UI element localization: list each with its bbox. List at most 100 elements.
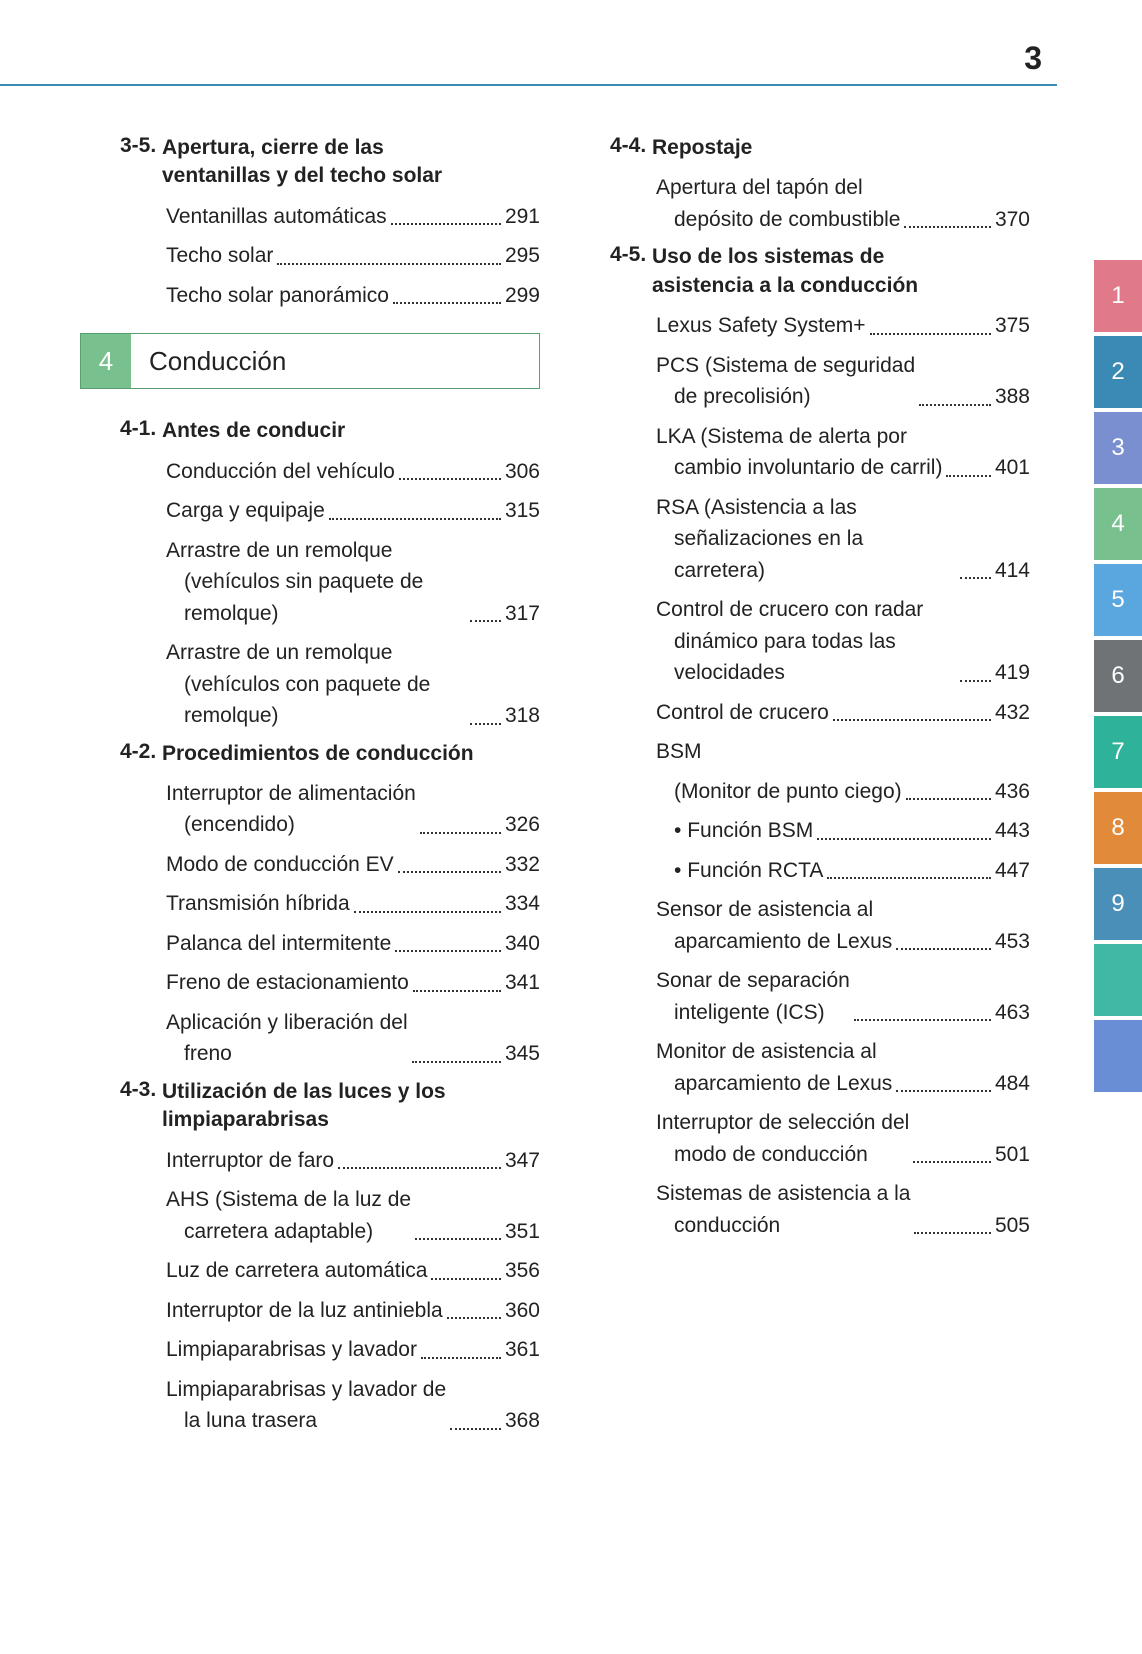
- toc-entry[interactable]: (Monitor de punto ciego)436: [656, 776, 1030, 808]
- entry-label: Función RCTA: [656, 855, 823, 887]
- page-number: 3: [1024, 40, 1042, 77]
- section-number: 4-5.: [610, 243, 652, 267]
- toc-entry[interactable]: Luz de carretera automática356: [166, 1255, 540, 1287]
- toc-entry[interactable]: Arrastre de un remolque(vehículos sin pa…: [166, 535, 540, 630]
- toc-entry[interactable]: AHS (Sistema de la luz decarretera adapt…: [166, 1184, 540, 1247]
- entry-page: 326: [505, 809, 540, 841]
- toc-entry[interactable]: Control de crucero con radardinámico par…: [656, 594, 1030, 689]
- leader-dots: [904, 226, 990, 228]
- leader-dots: [431, 1278, 500, 1280]
- entry-label: Carga y equipaje: [166, 495, 325, 527]
- entry-continuation: (vehículos sin paquete de remolque): [166, 566, 466, 629]
- toc-entry[interactable]: Transmisión híbrida334: [166, 888, 540, 920]
- toc-entry[interactable]: Sistemas de asistencia a laconducción505: [656, 1178, 1030, 1241]
- toc-entry[interactable]: Control de crucero432: [656, 697, 1030, 729]
- entry-page: 388: [995, 381, 1030, 413]
- toc-content: 3-5.Apertura, cierre de las ventanillas …: [80, 128, 1030, 1445]
- toc-entry[interactable]: Modo de conducción EV332: [166, 849, 540, 881]
- toc-entry[interactable]: LKA (Sistema de alerta porcambio involun…: [656, 421, 1030, 484]
- entry-page: 370: [995, 204, 1030, 236]
- toc-entry[interactable]: Conducción del vehículo 306: [166, 456, 540, 488]
- leader-dots: [914, 1232, 990, 1234]
- chapter-box: 4Conducción: [80, 333, 540, 389]
- entry-page: 401: [995, 452, 1030, 484]
- leader-dots: [870, 333, 991, 335]
- entry-page: 295: [505, 240, 540, 272]
- top-rule: [0, 84, 1057, 86]
- side-tab[interactable]: 5: [1094, 564, 1142, 636]
- section-title: Apertura, cierre de las ventanillas y de…: [162, 134, 492, 191]
- toc-entry[interactable]: Apertura del tapón deldepósito de combus…: [656, 172, 1030, 235]
- toc-entry[interactable]: RSA (Asistencia a lasseñalizaciones en l…: [656, 492, 1030, 587]
- side-tab[interactable]: 1: [1094, 260, 1142, 332]
- toc-entry[interactable]: Sonar de separacióninteligente (ICS)463: [656, 965, 1030, 1028]
- side-tab[interactable]: 2: [1094, 336, 1142, 408]
- leader-dots: [854, 1019, 991, 1021]
- entry-label: PCS (Sistema de seguridadde precolisión): [656, 350, 915, 413]
- side-tab[interactable]: [1094, 944, 1142, 1016]
- toc-entry[interactable]: Techo solar panorámico299: [166, 280, 540, 312]
- toc-entry[interactable]: Función BSM 443: [656, 815, 1030, 847]
- toc-text: BSM: [656, 736, 1030, 768]
- section-number: 4-3.: [120, 1078, 162, 1102]
- toc-entry[interactable]: Arrastre de un remolque(vehículos con pa…: [166, 637, 540, 732]
- entry-label: Función BSM: [656, 815, 813, 847]
- side-tab[interactable]: 8: [1094, 792, 1142, 864]
- toc-entry[interactable]: Ventanillas automáticas291: [166, 201, 540, 233]
- section-header: 4-4.Repostaje: [610, 134, 1030, 162]
- section-title: Uso de los sistemas de asistencia a la c…: [652, 243, 982, 300]
- section-title: Procedimientos de conducción: [162, 740, 492, 768]
- toc-entry[interactable]: Interruptor de selección delmodo de cond…: [656, 1107, 1030, 1170]
- toc-entry[interactable]: Sensor de asistencia alaparcamiento de L…: [656, 894, 1030, 957]
- entry-continuation: (vehículos con paquete de remolque): [166, 669, 466, 732]
- section-header: 4-2.Procedimientos de conducción: [120, 740, 540, 768]
- toc-entry[interactable]: Limpiaparabrisas y lavador361: [166, 1334, 540, 1366]
- side-tab[interactable]: 6: [1094, 640, 1142, 712]
- entry-page: 306: [505, 456, 540, 488]
- toc-entry[interactable]: PCS (Sistema de seguridadde precolisión)…: [656, 350, 1030, 413]
- side-tab[interactable]: 7: [1094, 716, 1142, 788]
- toc-entry[interactable]: Techo solar295: [166, 240, 540, 272]
- entry-continuation: carretera adaptable): [166, 1216, 411, 1248]
- entry-page: 334: [505, 888, 540, 920]
- entry-label: Conducción del vehículo: [166, 456, 395, 488]
- entry-page: 443: [995, 815, 1030, 847]
- toc-entry[interactable]: Interruptor de la luz antiniebla360: [166, 1295, 540, 1327]
- leader-dots: [833, 719, 991, 721]
- entry-label: Apertura del tapón deldepósito de combus…: [656, 172, 900, 235]
- section-number: 4-2.: [120, 740, 162, 764]
- entry-label: Arrastre de un remolque(vehículos con pa…: [166, 637, 466, 732]
- side-tabs: 123456789: [1094, 260, 1142, 1096]
- toc-entry[interactable]: Interruptor de faro347: [166, 1145, 540, 1177]
- entry-label: Sonar de separacióninteligente (ICS): [656, 965, 850, 1028]
- section-header: 4-1.Antes de conducir: [120, 417, 540, 445]
- toc-entry[interactable]: Freno de estacionamiento341: [166, 967, 540, 999]
- entry-label: Monitor de asistencia alaparcamiento de …: [656, 1036, 892, 1099]
- toc-entry[interactable]: Función RCTA447: [656, 855, 1030, 887]
- toc-entry[interactable]: Limpiaparabrisas y lavador dela luna tra…: [166, 1374, 540, 1437]
- entry-page: 419: [995, 657, 1030, 689]
- side-tab[interactable]: 9: [1094, 868, 1142, 940]
- side-tab[interactable]: 3: [1094, 412, 1142, 484]
- entry-page: 505: [995, 1210, 1030, 1242]
- entry-continuation: freno: [166, 1038, 408, 1070]
- toc-entry[interactable]: Monitor de asistencia alaparcamiento de …: [656, 1036, 1030, 1099]
- section-number: 3-5.: [120, 134, 162, 158]
- toc-entry[interactable]: Carga y equipaje315: [166, 495, 540, 527]
- leader-dots: [913, 1161, 991, 1163]
- section-number: 4-4.: [610, 134, 652, 158]
- entry-page: 291: [505, 201, 540, 233]
- entry-page: 501: [995, 1139, 1030, 1171]
- toc-entry[interactable]: Palanca del intermitente340: [166, 928, 540, 960]
- entry-label: Interruptor de selección delmodo de cond…: [656, 1107, 909, 1170]
- side-tab[interactable]: 4: [1094, 488, 1142, 560]
- entry-label: Modo de conducción EV: [166, 849, 394, 881]
- entry-label: Interruptor de faro: [166, 1145, 334, 1177]
- toc-entry[interactable]: Lexus Safety System+375: [656, 310, 1030, 342]
- entry-continuation: aparcamiento de Lexus: [656, 1068, 892, 1100]
- entry-label: (Monitor de punto ciego): [656, 776, 902, 808]
- toc-entry[interactable]: Aplicación y liberación delfreno345: [166, 1007, 540, 1070]
- leader-dots: [395, 950, 501, 952]
- toc-entry[interactable]: Interruptor de alimentación(encendido)32…: [166, 778, 540, 841]
- side-tab[interactable]: [1094, 1020, 1142, 1092]
